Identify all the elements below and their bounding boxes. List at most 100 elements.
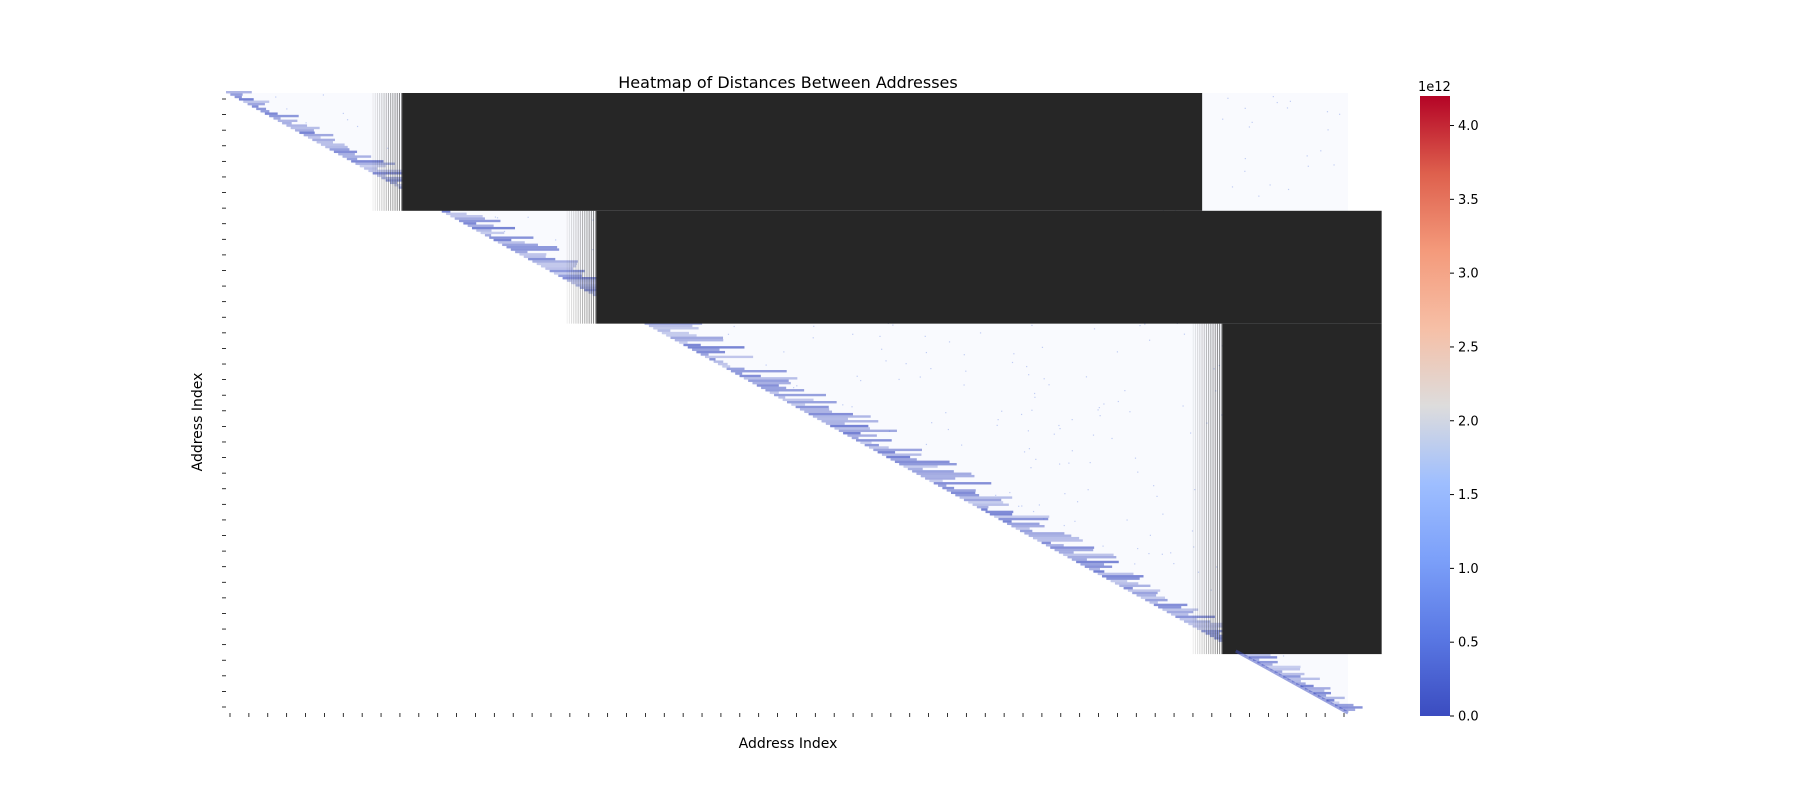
diagonal-cell	[964, 499, 1001, 501]
diagonal-cell	[986, 511, 1014, 513]
diagonal-cell	[1046, 544, 1064, 546]
diagonal-cell	[847, 434, 876, 436]
scatter-cell	[1149, 340, 1150, 341]
scatter-cell	[980, 332, 981, 333]
scatter-cell	[1068, 463, 1069, 464]
scatter-cell	[1288, 189, 1289, 190]
diagonal-cell	[1115, 582, 1138, 584]
scatter-cell	[1064, 493, 1065, 494]
diagonal-cell	[261, 110, 270, 112]
diagonal-cell	[658, 329, 671, 331]
scatter-cell	[1339, 114, 1340, 115]
scatter-cell	[497, 217, 498, 218]
scatter-cell	[961, 444, 962, 445]
dense-block-edge	[390, 93, 391, 211]
diagonal-cell	[891, 458, 917, 460]
scatter-cell	[965, 371, 966, 372]
diagonal-cell	[295, 129, 314, 131]
diagonal-cell	[334, 151, 357, 153]
diagonal-cell	[666, 334, 696, 336]
scatter-cell	[1153, 485, 1154, 486]
dense-block-edge	[1195, 324, 1196, 654]
diagonal-cell	[1024, 532, 1064, 534]
scatter-cell	[1059, 428, 1060, 429]
scatter-cell	[964, 354, 965, 355]
diagonal-cell	[748, 380, 789, 382]
diagonal-cell	[1059, 551, 1074, 553]
scatter-cell	[1058, 425, 1059, 426]
diagonal-cell	[304, 134, 334, 136]
diagonal-cell	[1141, 597, 1165, 599]
diagonal-cell	[899, 463, 957, 465]
diagonal-cell	[321, 143, 345, 145]
diagonal-cell	[1111, 580, 1128, 582]
scatter-cell	[1028, 430, 1029, 431]
diagonal-cell	[709, 358, 715, 360]
diagonal-cell	[489, 236, 533, 238]
scatter-cell	[1044, 378, 1045, 379]
diagonal-cell	[679, 341, 687, 343]
scatter-cell	[1139, 325, 1140, 326]
scatter-cell	[926, 444, 927, 445]
diagonal-cell	[1167, 611, 1194, 613]
diagonal-cell	[446, 213, 467, 215]
diagonal-cell	[705, 356, 753, 358]
diagonal-cell	[515, 251, 527, 253]
diagonal-cell	[1171, 613, 1188, 615]
scatter-cell	[889, 430, 890, 431]
scatter-cell	[1283, 655, 1284, 656]
scatter-cell	[1277, 102, 1278, 103]
scatter-cell	[1086, 376, 1087, 377]
scatter-cell	[995, 495, 996, 496]
scatter-cell	[1097, 409, 1098, 410]
diagonal-cell	[507, 246, 558, 248]
diagonal-cell	[1076, 561, 1119, 563]
dense-block-edge	[386, 93, 387, 211]
scatter-cell	[1028, 374, 1029, 375]
dense-block-edge	[593, 211, 594, 324]
diagonal-cell	[1279, 673, 1304, 675]
scatter-cell	[920, 376, 921, 377]
scatter-cell	[1232, 186, 1233, 187]
scatter-cell	[931, 422, 932, 423]
diagonal-cell	[1128, 589, 1160, 591]
scatter-cell	[1320, 150, 1321, 151]
diagonal-cell	[683, 344, 700, 346]
diagonal-cell	[485, 234, 491, 236]
scatter-cell	[1077, 501, 1078, 502]
scatter-cell	[1074, 521, 1075, 522]
scatter-cell	[793, 387, 794, 388]
diagonal-cell	[468, 225, 494, 227]
diagonal-cell	[463, 222, 476, 224]
scatter-cell	[1031, 410, 1032, 411]
diagonal-cell	[649, 325, 693, 327]
diagonal-cell	[973, 504, 1009, 506]
diagonal-cell	[286, 124, 307, 126]
colorbar-tick-label: 0.0	[1458, 710, 1479, 725]
scatter-cell	[1270, 184, 1271, 185]
diagonal-cell	[696, 351, 725, 353]
scatter-cell	[852, 334, 853, 335]
dense-block-edge	[1219, 324, 1220, 654]
scatter-cell	[1001, 411, 1002, 412]
diagonal-cell	[472, 227, 515, 229]
diagonal-cell	[843, 432, 860, 434]
diagonal-cell	[312, 139, 335, 141]
scatter-cell	[1088, 489, 1089, 490]
scatter-cell	[998, 419, 999, 420]
scatter-cell	[1222, 119, 1223, 120]
diagonal-cell	[722, 365, 730, 367]
diagonal-cell	[882, 453, 921, 455]
diagonal-cell	[317, 141, 333, 143]
scatter-cell	[286, 108, 287, 109]
diagonal-cell	[325, 146, 347, 148]
scatter-cell	[1290, 101, 1291, 102]
scatter-cell	[1030, 467, 1031, 468]
diagonal-cell	[718, 363, 728, 365]
diagonal-cell	[1132, 592, 1157, 594]
scatter-cell	[813, 337, 814, 338]
diagonal-cell	[1029, 535, 1072, 537]
dense-block-edge	[388, 93, 389, 211]
diagonal-cell	[998, 518, 1048, 520]
scatter-cell	[1042, 347, 1043, 348]
